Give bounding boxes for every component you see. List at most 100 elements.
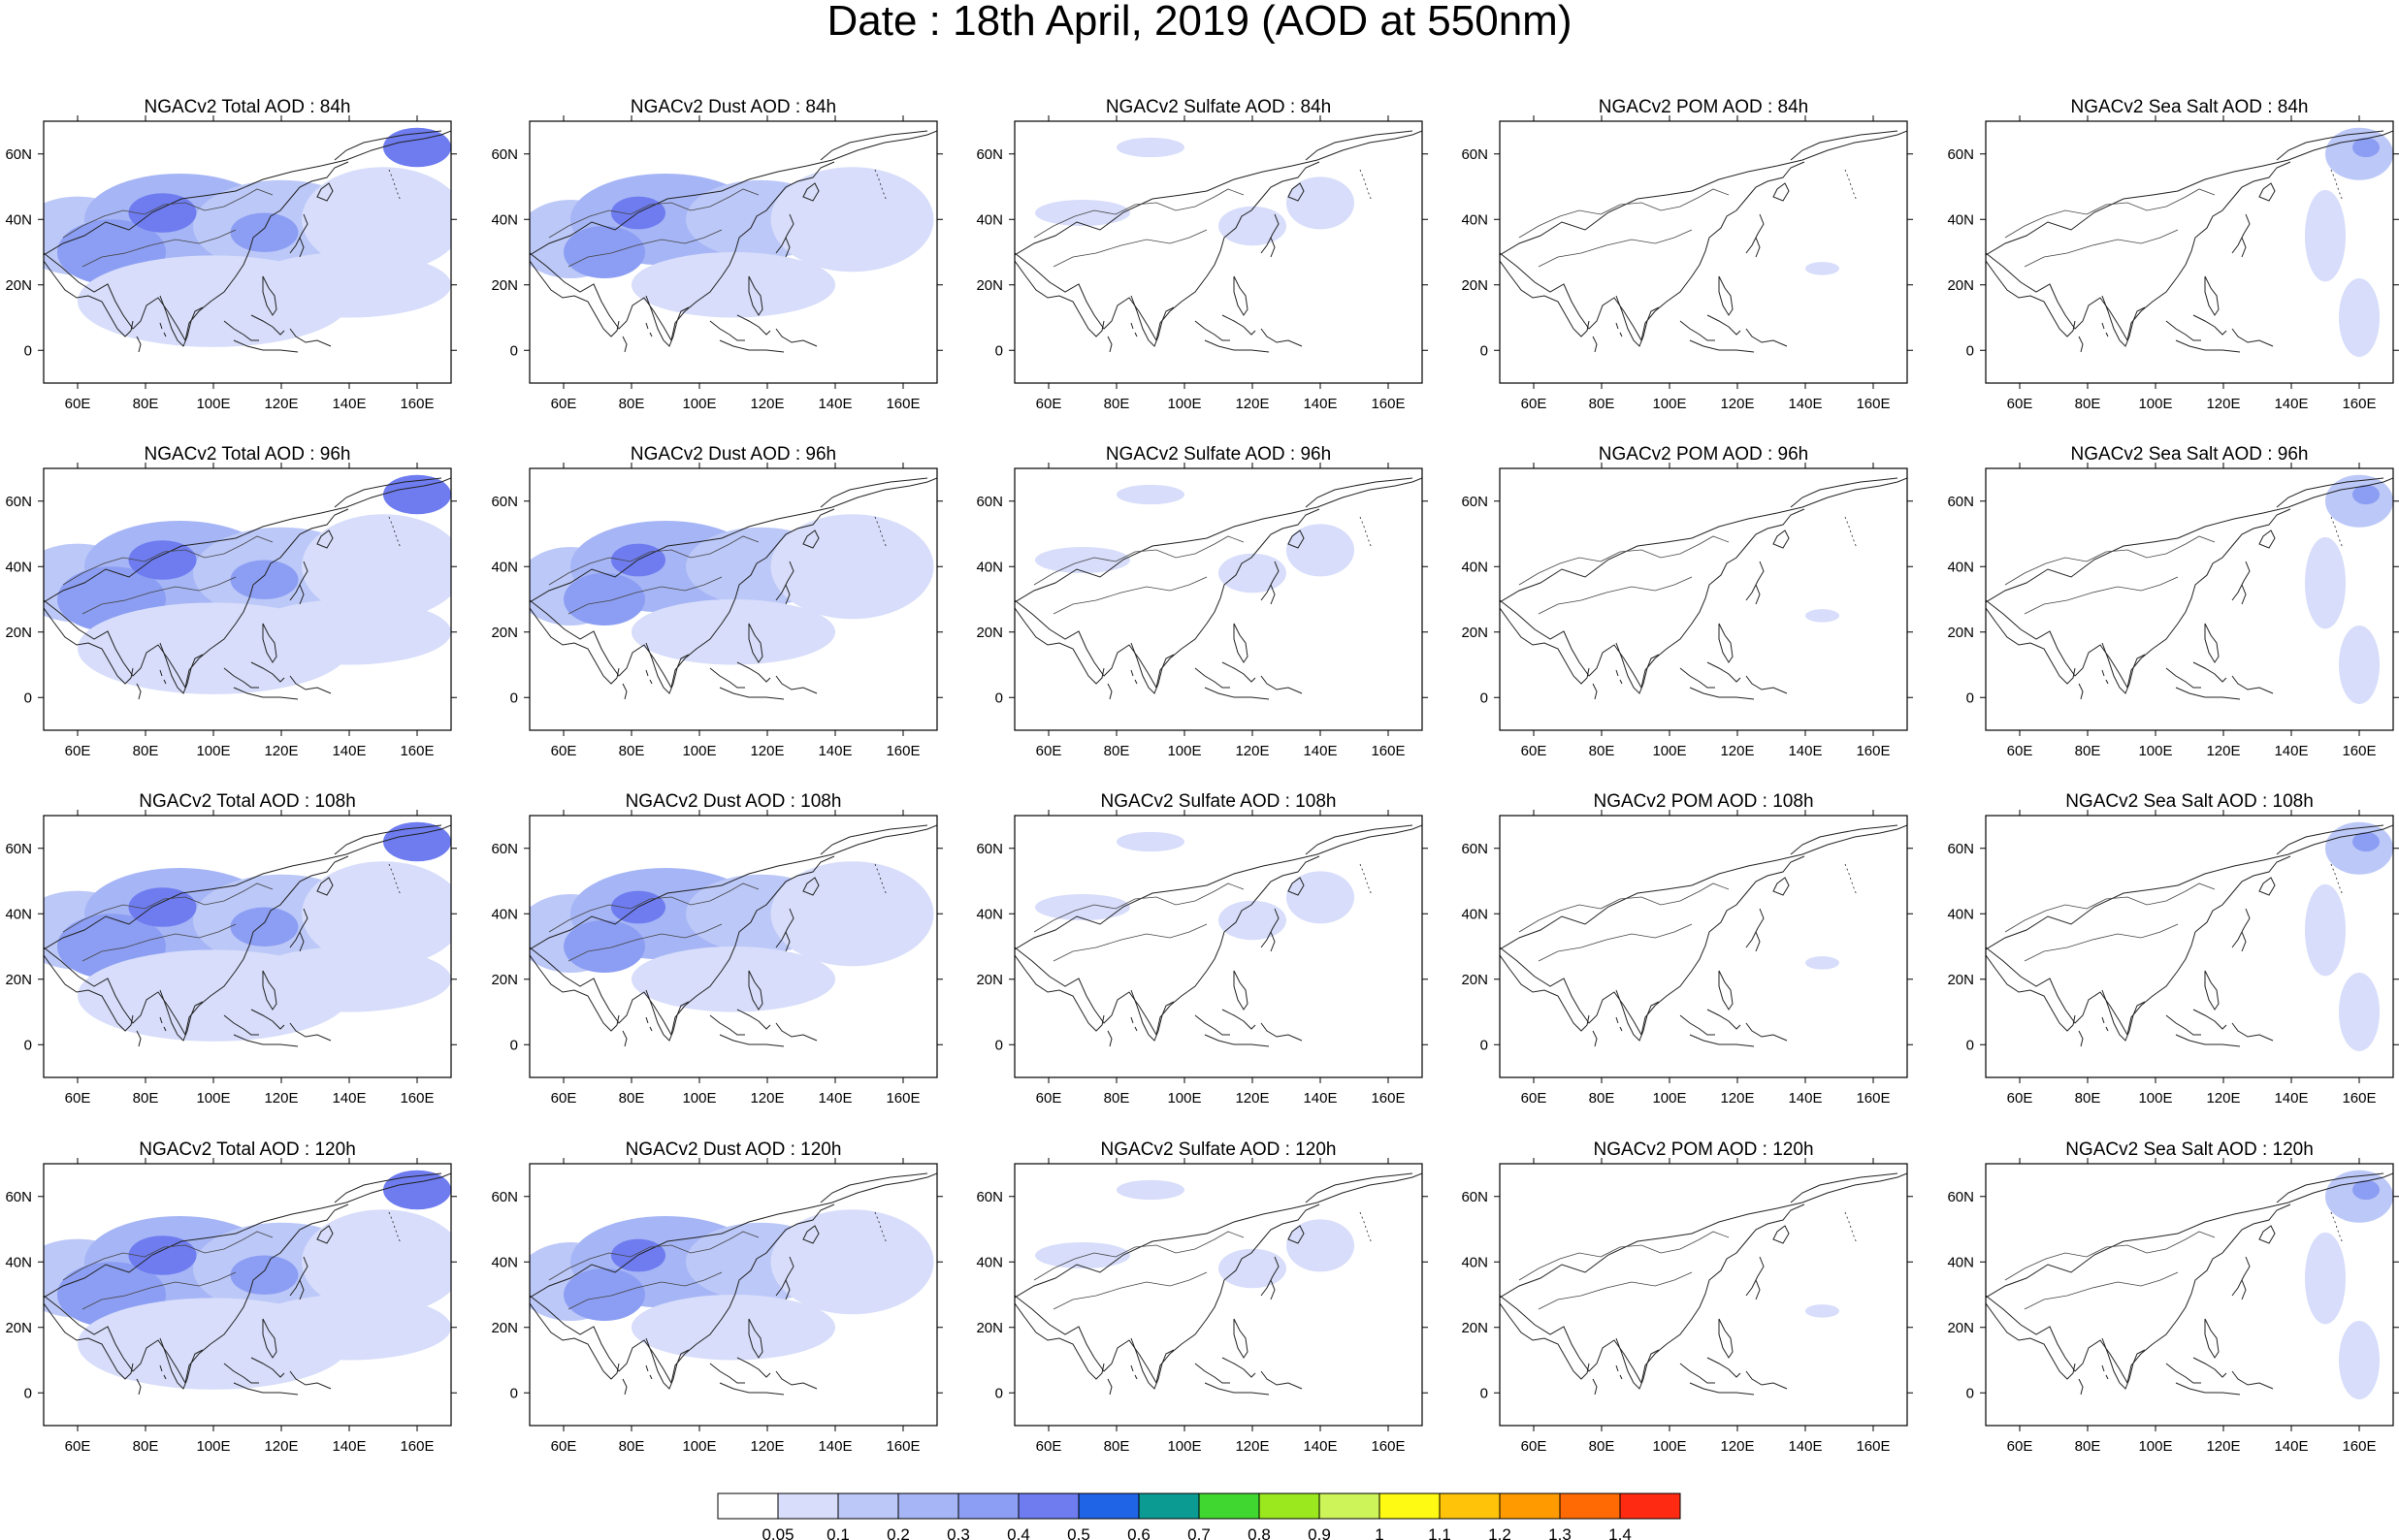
x-tick-label: 80E [619,743,645,759]
aod-field [530,1172,937,1396]
aod-patch [230,560,299,599]
colorbar-swatch [1439,1492,1501,1520]
panel-title: NGACv2 Sulfate AOD : 120h [1101,1139,1337,1160]
x-tick-label: 140E [1788,1090,1822,1107]
x-tick-label: 120E [750,396,784,412]
y-tick-label: 60N [5,494,32,510]
x-tick-label: 140E [1303,1438,1337,1455]
x-tick-label: 100E [682,743,716,759]
aod-field [1015,130,1422,353]
x-tick-label: 140E [818,1438,852,1455]
colorbar-label: 0.5 [1067,1525,1090,1540]
y-tick-label: 40N [1461,211,1488,228]
x-tick-label: 140E [1303,743,1337,759]
x-tick-label: 160E [1856,1090,1890,1107]
x-tick-label: 120E [264,1438,298,1455]
y-tick-label: 20N [5,1320,32,1336]
aod-field [1986,1170,2393,1399]
y-tick-label: 0 [510,1037,518,1053]
y-tick-label: 20N [976,1320,1003,1336]
panel-title: NGACv2 Sulfate AOD : 108h [1101,791,1337,812]
x-tick-label: 100E [2138,396,2172,412]
map-frame [1499,120,1908,384]
y-tick-label: 60N [5,841,32,857]
map-panel: NGACv2 Sulfate AOD : 108h 60E 80E 100E 120E 1… [976,791,1428,1107]
map-frame [1014,1163,1423,1427]
x-tick-label: 160E [2342,1090,2376,1107]
map-frame [1985,467,2394,731]
map-panel: NGACv2 POM AOD : 108h 60E 80E 100E 120E 140E 1… [1461,791,1913,1107]
panel-title: NGACv2 POM AOD : 84h [1599,97,1808,117]
x-tick-label: 100E [196,396,230,412]
x-tick-label: 100E [196,1090,230,1107]
y-tick-label: 60N [491,1189,518,1205]
x-tick-label: 140E [1788,1438,1822,1455]
map-panel: NGACv2 Total AOD : 96h 60E 80E 100E 120E 140E… [5,444,457,759]
map-panel: NGACv2 Sulfate AOD : 96h 60E 80E 100E 120E 14… [976,444,1428,759]
aod-patch [632,252,835,318]
y-tick-label: 40N [1947,559,1974,575]
colorbar-label: 0.6 [1127,1525,1151,1540]
colorbar-swatch [1018,1492,1080,1520]
map-frame [1985,1163,2394,1427]
x-tick-label: 140E [818,396,852,412]
x-tick-label: 100E [1167,743,1201,759]
x-tick-label: 120E [750,1438,784,1455]
x-tick-label: 160E [1856,396,1890,412]
x-tick-label: 80E [2075,396,2101,412]
map-frame [1014,120,1423,384]
colorbar-label: 0.7 [1187,1525,1211,1540]
x-tick-label: 100E [1652,1090,1686,1107]
colorbar-label: 1.1 [1428,1525,1451,1540]
aod-patch [1117,137,1184,158]
y-tick-label: 40N [491,211,518,228]
x-tick-label: 60E [1521,743,1547,759]
panel-title: NGACv2 Sulfate AOD : 96h [1106,444,1331,465]
x-tick-label: 80E [133,396,159,412]
coastline [1500,130,1907,353]
aod-patch [632,599,835,665]
aod-patch [383,1170,451,1210]
x-tick-label: 120E [1720,743,1754,759]
x-tick-label: 100E [1167,1438,1201,1455]
x-tick-label: 100E [682,1090,716,1107]
x-tick-label: 120E [2206,743,2240,759]
aod-field [1015,1172,1422,1396]
aod-patch [1805,262,1839,275]
x-tick-label: 100E [2138,743,2172,759]
aod-patch [564,1268,645,1321]
coastline [1015,824,1422,1047]
y-tick-label: 0 [24,342,32,359]
x-tick-label: 160E [2342,396,2376,412]
panel-title: NGACv2 Dust AOD : 96h [631,444,836,465]
aod-patch [1035,547,1130,573]
colorbar-swatch [1559,1492,1621,1520]
x-tick-label: 140E [818,1090,852,1107]
panel-title: NGACv2 Sea Salt AOD : 120h [2065,1139,2314,1160]
aod-patch [2339,626,2380,704]
aod-patch [128,193,197,233]
x-tick-label: 160E [1371,743,1405,759]
aod-patch [632,1295,835,1361]
x-tick-label: 160E [400,1438,434,1455]
y-tick-label: 20N [976,277,1003,294]
y-tick-label: 40N [1947,211,1974,228]
map-panel: NGACv2 Dust AOD : 96h 60E 80E 100E 120E 140E 1… [491,444,943,759]
aod-field [1986,474,2393,704]
aod-patch [1286,176,1354,230]
colorbar-swatch [957,1492,1020,1520]
aod-patch [770,1209,934,1315]
aod-patch [1218,900,1286,941]
x-tick-label: 140E [2274,743,2308,759]
aod-patch [302,1209,451,1315]
aod-patch [1805,609,1839,623]
x-tick-label: 80E [2075,1438,2101,1455]
y-tick-label: 20N [976,972,1003,988]
map-frame [1499,467,1908,731]
x-tick-label: 140E [2274,396,2308,412]
x-tick-label: 140E [818,743,852,759]
map-panel: NGACv2 Dust AOD : 108h 60E 80E 100E 120E 140E… [491,791,943,1107]
y-tick-label: 60N [976,841,1003,857]
y-tick-label: 60N [1461,146,1488,163]
y-tick-label: 20N [5,625,32,641]
